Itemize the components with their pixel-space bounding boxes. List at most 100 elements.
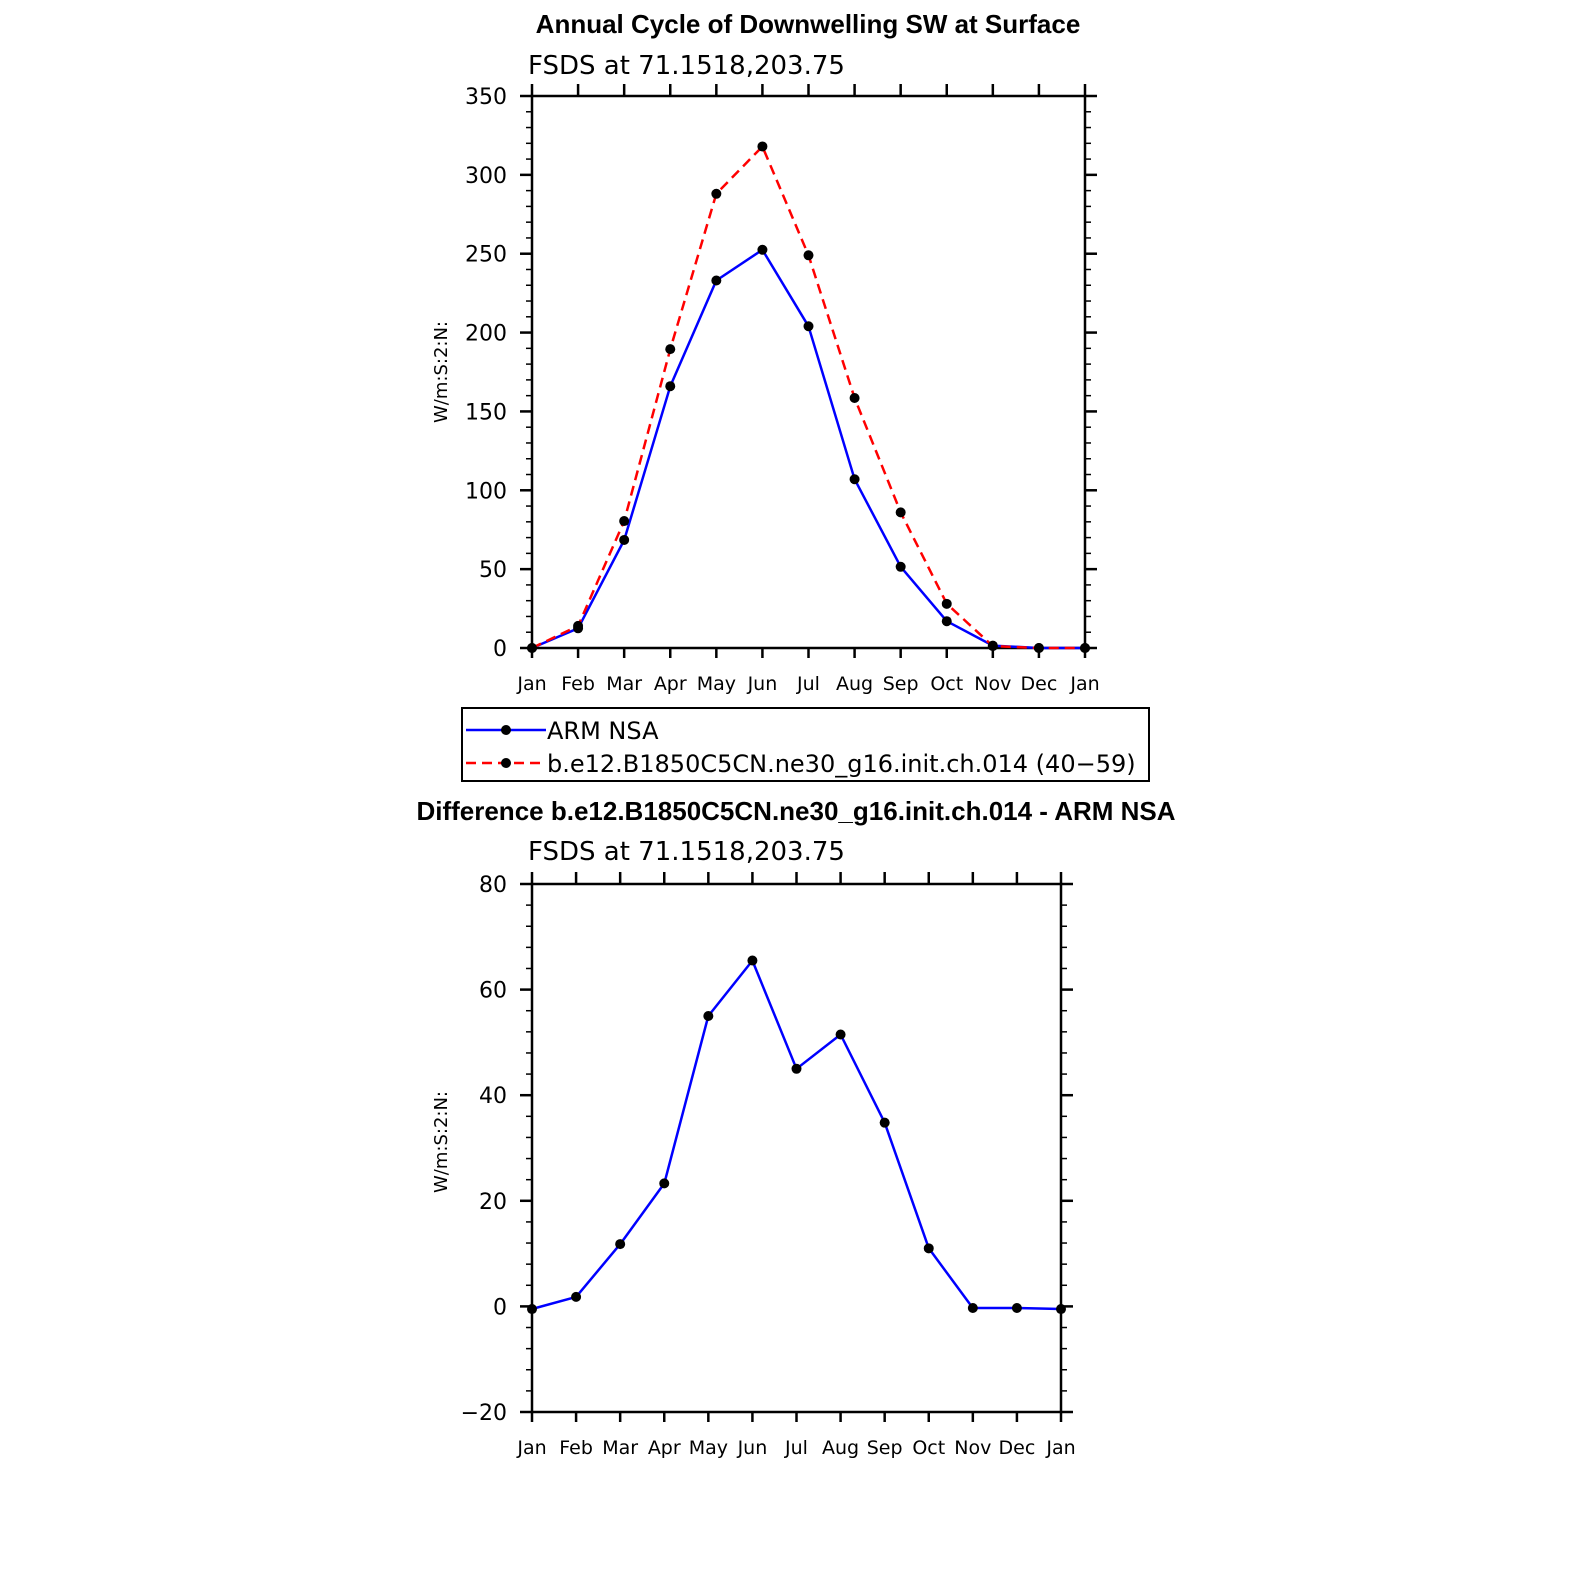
chart-bottom-xtick-label: Feb [559,1437,593,1459]
chart-bottom-xtick-label: Nov [954,1437,991,1459]
chart-bottom-xtick-label: Aug [822,1437,859,1459]
chart-top-plot-border [530,94,1087,650]
chart-top-xtick-label: Jan [516,673,546,695]
chart-top-series-1-point [849,393,860,404]
chart-top-subtitle: FSDS at 71.1518,203.75 [528,51,845,81]
chart-top-series-1-point [757,141,768,152]
chart-bottom-series-0-point [835,1029,846,1040]
chart-bottom-ytick-label: 60 [479,979,507,1004]
chart-bottom-ytick-label: 20 [479,1190,507,1215]
chart-top-frame [530,94,1087,650]
legend-box [461,707,1150,782]
chart-bottom-ticks: −20 0 20 40 60 80 Jan Feb Mar Apr May Jun Jul Aug Sep O… [461,872,1076,1459]
chart-top-series-1-point [895,507,906,518]
chart-bottom-series-0-point [747,955,758,966]
chart-top-series-1-point [941,598,952,609]
chart-bottom-xtick-label: Sep [867,1437,903,1459]
chart-bottom-frame [530,882,1063,1414]
chart-top-series-line-1 [531,145,1085,650]
chart-top-series-0-point [711,275,722,286]
chart-top-xtick-label: Oct [930,673,963,695]
chart-top-series-0-point [803,321,814,332]
chart-bottom-plot-border [530,882,1063,1414]
chart-bottom-series-0-point [571,1291,582,1302]
chart-bottom-ytick-label: 0 [493,1295,507,1320]
chart-top-xtick-label: Mar [606,673,642,695]
chart-bottom-series-0-point [1056,1304,1066,1315]
chart-top-ytick-label: 150 [465,400,507,425]
chart-top-ytick-label: 250 [465,243,507,268]
chart-bottom-ytick-label: −20 [461,1401,507,1426]
chart-top-series-0-point [757,244,768,255]
chart-top-xtick-label: Apr [654,673,687,695]
chart-top-ytick-label: 350 [465,85,507,110]
chart-top-ytick-label: 100 [465,479,507,504]
chart-bottom-xtick-label: Jan [516,1437,546,1459]
chart-bottom-series-0-point [967,1302,978,1313]
legend-entry-arm-nsa: ARM NSA [466,717,659,745]
chart-top-series-1-point [711,188,722,199]
chart-top-xtick-label: Sep [883,673,919,695]
chart-top-series-1-point [573,620,584,631]
chart-bottom-series-0-point [1011,1302,1022,1313]
chart-bottom-subtitle: FSDS at 71.1518,203.75 [528,837,845,867]
chart-bottom-xtick-label: May [689,1437,728,1459]
chart-top-series-0-point [849,474,860,485]
chart-top-series-1-point [619,516,630,527]
chart-bottom-series-0-point [703,1011,714,1021]
chart-top-series-0-point [895,561,906,572]
chart-top-series-1-point [527,643,537,653]
legend-entry-model: b.e12.B1850C5CN.ne30_g16.init.ch.014 (40… [466,750,1136,778]
chart-top-xtick-label: May [697,673,736,695]
chart-bottom-series-0-point [615,1239,626,1250]
chart-bottom-xtick-label: Jun [737,1437,768,1459]
legend-label-model: b.e12.B1850C5CN.ne30_g16.init.ch.014 (40… [547,750,1136,778]
chart-bottom-series-line-0 [531,959,1062,1311]
chart-bottom-xtick-label: Jan [1045,1437,1075,1459]
chart-bottom-xtick-label: Oct [912,1437,945,1459]
chart-top-series-1-point [1080,643,1090,653]
chart-top-series-1-point [803,250,814,261]
chart-top-ticks: 0 50 100 150 200 250 300 350 Jan Feb Mar Apr May Jun J… [465,84,1100,695]
chart-bottom-xtick-label: Mar [602,1437,638,1459]
chart-top-series-1-point [1033,643,1044,653]
chart-bottom-title: Difference b.e12.B1850C5CN.ne30_g16.init… [416,796,1175,826]
chart-top-xtick-label: Feb [561,673,595,695]
chart-top-series-0-point [665,381,676,392]
chart-top-series-0-point [941,616,952,627]
chart-top-xtick-label: Jul [796,673,820,695]
chart-top-ytick-label: 300 [465,164,507,189]
chart-bottom-series [527,955,1066,1315]
chart-top-series-1-point [987,641,998,652]
chart-top-xtick-label: Aug [836,673,873,695]
chart-top-series-0-point [619,534,630,545]
chart-top-ytick-label: 200 [465,322,507,347]
chart-bottom: Difference b.e12.B1850C5CN.ne30_g16.init… [416,796,1175,1459]
chart-bottom-xtick-label: Jul [784,1437,808,1459]
chart-bottom-xtick-label: Apr [648,1437,681,1459]
chart-top-title: Annual Cycle of Downwelling SW at Surfac… [536,9,1081,39]
chart-bottom-ytick-label: 80 [479,873,507,898]
chart-bottom-xtick-label: Dec [999,1437,1036,1459]
chart-bottom-series-0-point [659,1178,670,1189]
chart-top-ytick-label: 0 [493,637,507,662]
chart-top-xtick-label: Nov [974,673,1011,695]
chart-bottom-series-0-point [879,1117,890,1128]
legend: ARM NSA b.e12.B1850C5CN.ne30_g16.init.ch… [461,707,1150,782]
chart-top-series [527,141,1090,653]
chart-top-series-line-0 [531,248,1085,650]
legend-label-arm-nsa: ARM NSA [547,717,659,745]
chart-bottom-series-0-point [527,1304,537,1315]
chart-bottom-ytick-label: 40 [479,1084,507,1109]
chart-top-series-1-point [665,344,676,355]
chart-bottom-ylabel: W/m:S:2:N: [431,1091,452,1193]
chart-top-ylabel: W/m:S:2:N: [431,321,452,423]
chart-bottom-series-0-point [791,1063,802,1074]
chart-bottom-series-0-point [923,1243,934,1254]
chart-top-xtick-label: Jan [1069,673,1099,695]
chart-top-ytick-label: 50 [479,558,507,583]
legend-marker-arm-nsa [501,725,511,735]
legend-marker-model [501,758,511,768]
chart-top: Annual Cycle of Downwelling SW at Surfac… [431,9,1100,695]
